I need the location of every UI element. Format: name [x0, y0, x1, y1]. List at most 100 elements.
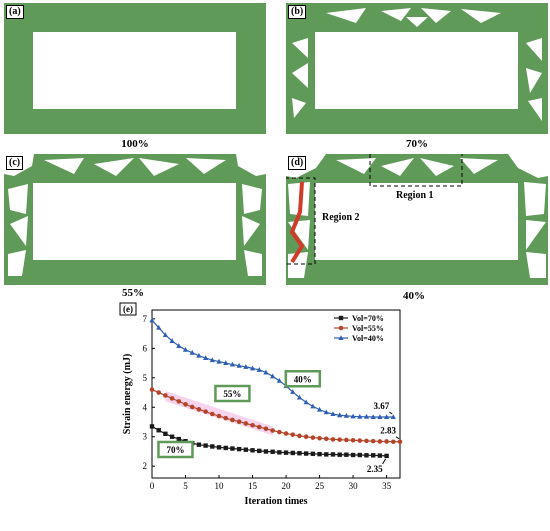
x-tick-label: 20: [282, 481, 292, 491]
data-point: [203, 355, 209, 361]
data-point: [330, 411, 336, 417]
strain-energy-chart: 0 5 10 15 20 25 30 35 2 3 4 5 6 7 Iteration times Strai…: [119, 302, 403, 507]
region-2-label: Region 2: [322, 212, 360, 223]
legend-label: Vol=55%: [352, 324, 384, 333]
data-point: [390, 414, 396, 419]
panel-b: (b): [286, 3, 548, 134]
panel-d-caption: 40%: [403, 290, 425, 302]
data-point: [363, 413, 370, 419]
region-1-label: Region 1: [396, 190, 434, 201]
data-point: [250, 448, 255, 453]
data-point: [317, 435, 322, 441]
series-tag-label: 40%: [294, 374, 312, 384]
data-point: [243, 447, 249, 452]
data-point: [297, 433, 302, 439]
data-point: [223, 360, 229, 366]
data-point: [249, 365, 256, 371]
data-point: [156, 428, 161, 433]
data-point: [156, 324, 162, 330]
data-point: [243, 421, 249, 426]
panel-a-label: (a): [6, 5, 24, 19]
series-tag-box: [214, 384, 251, 403]
data-point: [250, 422, 255, 428]
data-point: [256, 424, 262, 430]
x-tick-label: 0: [150, 481, 155, 491]
data-point: [310, 451, 316, 457]
legend-label: Vol=70%: [352, 314, 384, 323]
data-point: [330, 437, 336, 442]
data-point: [316, 406, 323, 412]
data-point: [310, 435, 316, 440]
data-point: [323, 409, 329, 415]
data-point: [223, 445, 228, 451]
series-tag-label: 70%: [166, 445, 184, 455]
data-point: [169, 396, 175, 401]
y-tick-label: 4: [143, 402, 148, 412]
data-point: [357, 438, 363, 443]
data-point: [277, 429, 282, 435]
plot-frame: [151, 309, 401, 479]
data-point: [364, 453, 369, 458]
data-point: [303, 451, 309, 456]
panel-d: (d) Region 1 Region 2: [286, 154, 548, 285]
data-point: [296, 394, 303, 400]
data-point: [377, 414, 383, 419]
data-point: [196, 352, 202, 358]
data-point: [216, 413, 222, 419]
data-point: [216, 358, 222, 364]
data-point: [317, 451, 322, 457]
panel-c: (c): [4, 154, 266, 285]
panel-a: (a): [4, 3, 266, 134]
data-point: [243, 364, 249, 369]
data-point: [323, 436, 329, 442]
data-point: [283, 450, 289, 455]
panel-e-label-box: [119, 302, 137, 316]
panel-b-caption: 70%: [406, 138, 428, 150]
data-point: [357, 452, 362, 458]
panel-e-label: (e): [123, 304, 133, 314]
data-point: [210, 411, 215, 417]
data-point: [263, 369, 269, 375]
data-point: [338, 325, 344, 331]
data-point: [297, 451, 302, 456]
structure-void: [315, 32, 518, 109]
legend-label: Vol=40%: [352, 334, 384, 343]
data-point: [390, 439, 396, 445]
panel-d-structure: [286, 154, 548, 285]
y-axis-label: Strain energy (mJ): [122, 354, 133, 435]
data-point: [149, 317, 155, 323]
data-point: [176, 399, 182, 404]
data-point: [344, 437, 349, 443]
panel-b-label: (b): [288, 5, 307, 19]
structure-void: [315, 183, 518, 260]
data-point: [236, 362, 242, 368]
annotation-label: 2.83: [380, 426, 396, 436]
data-point: [350, 437, 356, 443]
data-point: [383, 414, 390, 419]
series-tag-box: [157, 440, 194, 459]
data-point: [343, 413, 349, 418]
data-point: [270, 449, 275, 454]
annotation-arrow: [389, 411, 393, 415]
data-point: [370, 414, 376, 419]
data-point: [169, 434, 175, 439]
data-point: [229, 361, 236, 367]
data-point: [377, 439, 383, 444]
data-point: [303, 434, 309, 440]
data-point: [337, 452, 342, 457]
data-point: [310, 403, 316, 409]
data-point: [156, 390, 162, 395]
panel-c-label: (c): [6, 156, 24, 170]
data-point: [337, 437, 342, 442]
series-tag-box: [284, 370, 322, 388]
data-point: [189, 404, 195, 410]
data-point: [263, 449, 269, 454]
region-2-box: [286, 177, 316, 265]
panel-a-caption: 100%: [121, 138, 149, 150]
data-point: [370, 453, 376, 458]
data-point: [203, 443, 208, 448]
x-tick-label: 5: [183, 481, 188, 491]
structure-holes: [292, 8, 542, 121]
data-point: [338, 315, 344, 321]
data-point: [350, 413, 356, 419]
